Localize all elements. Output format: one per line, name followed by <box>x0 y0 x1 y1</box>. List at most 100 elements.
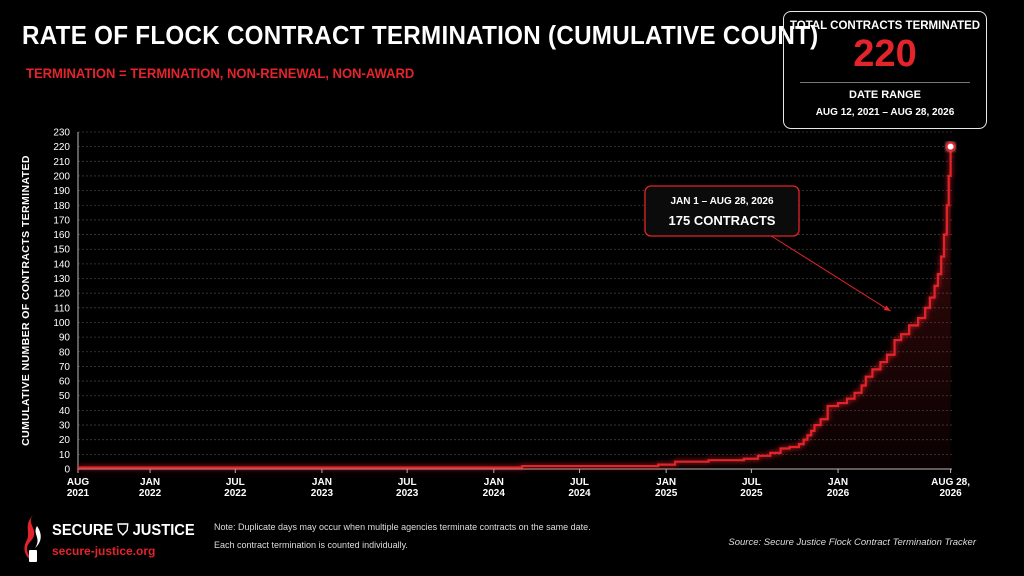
logo-url: secure-justice.org <box>52 544 156 558</box>
y-tick-label: 0 <box>64 465 70 476</box>
x-tick-label: AUG <box>67 477 89 488</box>
x-tick-label: JUL <box>570 477 589 488</box>
footer-note-line2: Each contract termination is counted ind… <box>214 540 408 550</box>
page-subtitle: TERMINATION = TERMINATION, NON-RENEWAL, … <box>26 65 415 81</box>
x-tick-label: 2026 <box>827 488 850 499</box>
y-tick-label: 210 <box>53 157 70 168</box>
data-point <box>947 175 950 177</box>
stat-divider <box>800 82 970 83</box>
series-area <box>78 146 951 470</box>
x-tick-label: AUG 28, <box>931 477 970 488</box>
data-point <box>757 455 759 457</box>
x-tick-label: 2023 <box>396 488 419 499</box>
data-point <box>769 452 772 454</box>
data-point <box>871 368 874 371</box>
data-point <box>879 361 882 363</box>
y-tick-label: 150 <box>53 245 70 256</box>
x-tick-label: JAN <box>484 477 504 488</box>
data-point <box>865 375 867 378</box>
y-tick-label: 120 <box>53 289 70 300</box>
logo-name: SECURE ⛉ JUSTICE <box>52 522 195 539</box>
data-point <box>802 438 805 441</box>
data-point <box>837 402 839 404</box>
flame-logo-icon <box>24 514 41 562</box>
callout-arrow-head <box>883 305 891 312</box>
y-tick-label: 60 <box>59 377 71 388</box>
data-point <box>943 233 945 236</box>
x-tick-label: JAN <box>312 477 332 488</box>
y-tick-label: 140 <box>53 259 70 270</box>
x-tick-label: 2025 <box>655 488 678 499</box>
series-layer <box>78 141 956 470</box>
data-point <box>810 430 812 432</box>
data-point <box>946 204 948 207</box>
data-point <box>893 339 896 341</box>
y-tick-label: 70 <box>59 362 71 373</box>
x-tick-label: 2023 <box>311 488 334 499</box>
data-point <box>933 285 936 287</box>
y-tick-label: 50 <box>59 391 71 402</box>
annotation-layer: JAN 1 – AUG 28, 2026 175 CONTRACTS <box>644 185 891 312</box>
x-tick-label: JAN <box>656 477 676 488</box>
stat-value: 220 <box>853 33 917 75</box>
x-tick-label: 2024 <box>568 488 591 499</box>
y-tick-label: 80 <box>59 347 71 358</box>
y-tick-label: 90 <box>59 333 71 344</box>
callout-box <box>644 185 800 237</box>
data-point <box>707 459 710 462</box>
data-point <box>779 447 782 450</box>
x-tick-label: 2021 <box>67 488 90 499</box>
data-point <box>82 466 84 469</box>
data-point <box>886 353 888 356</box>
y-tick-label: 230 <box>53 128 70 139</box>
footer-note-line1: Note: Duplicate days may occur when mult… <box>214 522 591 532</box>
date-range-value: AUG 12, 2021 – AUG 28, 2026 <box>815 107 955 118</box>
x-tick-label: 2022 <box>224 488 247 499</box>
data-point <box>846 397 848 400</box>
grid-lines <box>78 131 952 455</box>
y-tick-label: 160 <box>53 230 70 241</box>
data-point <box>657 463 659 466</box>
total-terminated-box: TOTAL CONTRACTS TERMINATED 220 DATE RANG… <box>783 11 987 129</box>
y-tick-label: 180 <box>53 201 70 212</box>
data-point <box>937 273 939 275</box>
callout-line1: JAN 1 – AUG 28, 2026 <box>670 196 773 207</box>
y-tick-label: 40 <box>59 406 71 417</box>
end-point-marker <box>945 141 956 152</box>
data-point <box>826 405 829 407</box>
annotation-callout: JAN 1 – AUG 28, 2026 175 CONTRACTS <box>644 185 891 312</box>
logo: SECURE ⛉ JUSTICE secure-justice.org <box>18 510 208 566</box>
data-point <box>860 384 863 387</box>
x-tick-label: 2025 <box>740 488 763 499</box>
y-tick-label: 200 <box>53 171 70 182</box>
stat-label: TOTAL CONTRACTS TERMINATED <box>789 20 981 32</box>
callout-line2: 175 CONTRACTS <box>669 213 776 228</box>
data-point <box>940 255 942 258</box>
y-tick-label: 130 <box>53 274 70 285</box>
data-point <box>813 424 816 426</box>
y-tick-label: 10 <box>59 450 71 461</box>
y-tick-label: 220 <box>53 142 70 153</box>
data-point <box>806 434 809 437</box>
data-point <box>929 296 931 299</box>
data-point <box>917 317 919 319</box>
series-line <box>78 146 952 469</box>
data-point <box>853 392 856 394</box>
y-tick-label: 190 <box>53 186 70 197</box>
data-point <box>798 443 800 445</box>
x-tick-label: JUL <box>226 477 245 488</box>
y-tick-label: 110 <box>54 303 70 314</box>
data-point <box>900 333 902 336</box>
y-tick-label: 30 <box>59 421 71 432</box>
date-range-label: DATE RANGE <box>849 89 921 101</box>
x-tick-label: JUL <box>398 477 417 488</box>
callout-arrow-line <box>771 235 891 312</box>
data-point <box>743 457 745 460</box>
x-tick-label: 2022 <box>139 488 162 499</box>
y-tick-label: 100 <box>53 318 70 329</box>
data-point <box>908 324 910 327</box>
source-text: Source: Secure Justice Flock Contract Te… <box>728 537 976 548</box>
x-tick-label: JAN <box>828 477 848 488</box>
x-tick-label: 2026 <box>939 488 962 499</box>
